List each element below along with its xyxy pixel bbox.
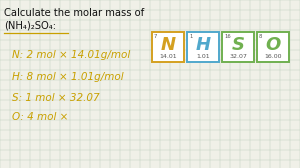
- Text: Calculate the molar mass of: Calculate the molar mass of: [4, 8, 144, 18]
- Text: (NH₄)₂SO₄:: (NH₄)₂SO₄:: [4, 20, 56, 30]
- Text: 32.07: 32.07: [229, 54, 247, 59]
- Text: 16.00: 16.00: [264, 54, 282, 59]
- Text: S: S: [232, 36, 244, 54]
- Text: 14.01: 14.01: [159, 54, 177, 59]
- Text: H: H: [195, 36, 211, 54]
- Text: O: 4 mol ×: O: 4 mol ×: [12, 112, 68, 122]
- Text: S: 1 mol × 32.07: S: 1 mol × 32.07: [12, 93, 100, 103]
- FancyBboxPatch shape: [222, 32, 254, 62]
- Text: N: 2 mol × 14.01g/mol: N: 2 mol × 14.01g/mol: [12, 50, 130, 60]
- Text: 7: 7: [154, 34, 158, 39]
- FancyBboxPatch shape: [257, 32, 289, 62]
- Text: 8: 8: [259, 34, 262, 39]
- Text: 16: 16: [224, 34, 231, 39]
- Text: N: N: [160, 36, 175, 54]
- Text: 1: 1: [189, 34, 192, 39]
- Text: H: 8 mol × 1.01g/mol: H: 8 mol × 1.01g/mol: [12, 72, 124, 82]
- FancyBboxPatch shape: [187, 32, 219, 62]
- FancyBboxPatch shape: [152, 32, 184, 62]
- Text: O: O: [266, 36, 280, 54]
- Text: 1.01: 1.01: [196, 54, 210, 59]
